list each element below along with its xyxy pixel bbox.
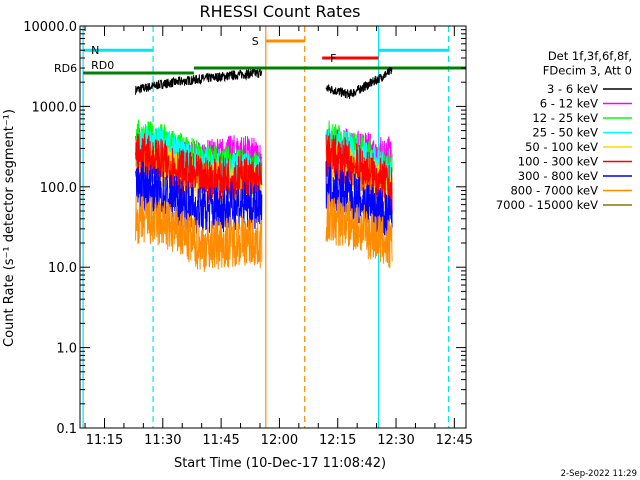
- x-tick-label-3: 12:00: [261, 433, 298, 448]
- y-axis-label: Count Rate (s⁻¹ detector segment⁻¹): [2, 109, 17, 347]
- marker-label-n: N: [91, 44, 99, 57]
- series-800-7000-kev-seg-1: [325, 193, 393, 269]
- legend: Det 1f,3f,6f,8f,FDecim 3, Att 0 3 - 6 keV…: [496, 49, 632, 212]
- marker-label-rd6: RD6: [54, 62, 77, 75]
- series-300-800-kev-seg-1: [325, 161, 393, 236]
- legend-header-0: Det 1f,3f,6f,8f,: [548, 49, 632, 63]
- legend-label-8: 7000 - 15000 keV: [496, 198, 598, 212]
- legend-label-5: 100 - 300 keV: [518, 155, 598, 169]
- x-tick-label-5: 12:30: [377, 433, 414, 448]
- axes-layer: 0.1 1.0 10.0 100.0 1000.0 10000.0 11:15 11:30 11…: [23, 20, 473, 448]
- marker-label-f: F: [330, 52, 336, 65]
- y-tick-label-1: 1.0: [56, 342, 77, 357]
- series-800-7000-kev-seg-0: [135, 193, 263, 272]
- legend-header-1: FDecim 3, Att 0: [543, 64, 632, 78]
- y-tick-label-0: 0.1: [56, 422, 77, 437]
- marker-label-rd0: RD0: [91, 59, 114, 72]
- series-3-6-kev-seg-1: [325, 66, 393, 100]
- legend-label-0: 3 - 6 keV: [547, 82, 598, 96]
- y-tick-label-3: 100.0: [40, 181, 77, 196]
- marker-label-s: S: [252, 35, 259, 48]
- legend-label-7: 800 - 7000 keV: [510, 184, 598, 198]
- legend-label-3: 25 - 50 keV: [532, 126, 598, 140]
- x-tick-label-4: 12:15: [319, 433, 356, 448]
- x-axis-label: Start Time (10-Dec-17 11:08:42): [174, 456, 386, 471]
- series-3-6-kev-seg-0: [135, 68, 263, 95]
- datestamp: 2-Sep-2022 11:29: [561, 469, 637, 479]
- data-layer: [135, 66, 393, 272]
- series-100-300-kev-seg-0: [135, 133, 263, 204]
- x-tick-label-2: 11:45: [202, 433, 239, 448]
- x-tick-label-0: 11:15: [86, 433, 123, 448]
- chart-title: RHESSI Count Rates: [200, 2, 361, 21]
- legend-label-2: 12 - 25 keV: [532, 111, 598, 125]
- y-tick-label-2: 10.0: [48, 261, 77, 276]
- x-tick-label-6: 12:45: [436, 433, 473, 448]
- y-tick-label-4: 1000.0: [32, 100, 78, 115]
- x-tick-label-1: 11:30: [144, 433, 181, 448]
- legend-label-6: 300 - 800 keV: [518, 169, 598, 183]
- legend-label-1: 6 - 12 keV: [540, 97, 598, 111]
- y-tick-label-5: 10000.0: [23, 20, 77, 35]
- plot-frame: [79, 25, 467, 429]
- legend-label-4: 50 - 100 keV: [525, 140, 598, 154]
